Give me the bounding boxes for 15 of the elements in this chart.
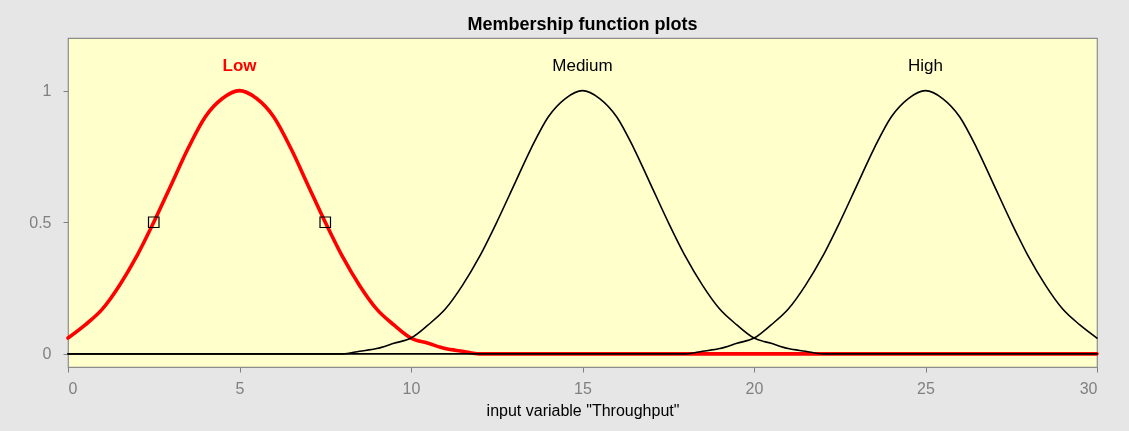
x-tick-label: 25: [917, 379, 935, 397]
x-tick-label: 30: [1079, 379, 1098, 397]
series-label: Low: [222, 56, 258, 75]
y-tick-label: 1: [42, 82, 52, 100]
series-label: Medium: [552, 56, 613, 75]
series-label: High: [908, 56, 943, 75]
x-tick-label: 10: [402, 379, 421, 397]
x-tick-label: 15: [574, 379, 592, 397]
x-tick-label: 5: [235, 379, 245, 397]
x-axis-title: input variable "Throughput": [486, 401, 680, 419]
chart-title: Membership function plots: [467, 14, 698, 34]
y-tick-label: 0: [42, 345, 52, 363]
y-tick-label: 0.5: [29, 213, 52, 231]
x-tick-label: 20: [745, 379, 764, 397]
x-tick-label: 0: [68, 379, 78, 397]
